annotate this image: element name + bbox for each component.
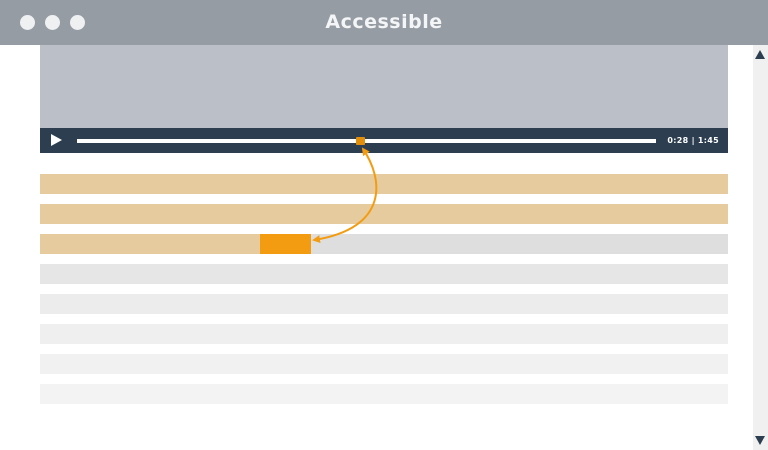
player-controls: 0:28 | 1:45 [40,128,728,153]
transcript-line[interactable] [40,324,728,344]
transcript-current-word[interactable] [260,234,312,254]
transcript-line[interactable] [40,204,728,224]
close-button[interactable] [20,15,35,30]
progress-handle[interactable] [355,136,365,145]
zoom-button[interactable] [70,15,85,30]
play-icon[interactable] [51,134,62,146]
triangle-down-icon[interactable] [755,436,765,445]
minimize-button[interactable] [45,15,60,30]
title-bar: Accessible [0,0,768,45]
transcript-line[interactable] [40,264,728,284]
transcript-read-highlight [40,204,728,224]
progress-track[interactable] [77,136,656,145]
transcript-line[interactable] [40,174,728,194]
window-title: Accessible [325,11,443,33]
transcript-read-highlight [40,234,261,254]
time-readout: 0:28 | 1:45 [667,136,719,145]
transcript-line[interactable] [40,294,728,314]
transcript-line[interactable] [40,234,728,254]
transcript-line[interactable] [40,384,728,404]
triangle-up-icon[interactable] [755,50,765,59]
scrollbar[interactable] [753,45,768,450]
video-viewport[interactable] [40,45,728,128]
transcript-line[interactable] [40,354,728,374]
transcript-read-highlight [40,174,728,194]
